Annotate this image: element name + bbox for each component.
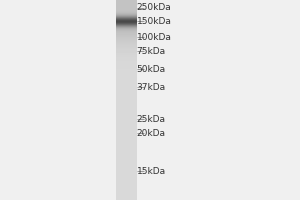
Text: 25kDa: 25kDa — [136, 114, 166, 123]
Text: 250kDa: 250kDa — [136, 3, 171, 12]
Text: 15kDa: 15kDa — [136, 166, 166, 176]
Text: 50kDa: 50kDa — [136, 64, 166, 73]
Text: 75kDa: 75kDa — [136, 46, 166, 55]
Text: 100kDa: 100kDa — [136, 32, 171, 42]
Text: 150kDa: 150kDa — [136, 17, 171, 25]
Text: 37kDa: 37kDa — [136, 83, 166, 92]
Text: 20kDa: 20kDa — [136, 129, 166, 138]
